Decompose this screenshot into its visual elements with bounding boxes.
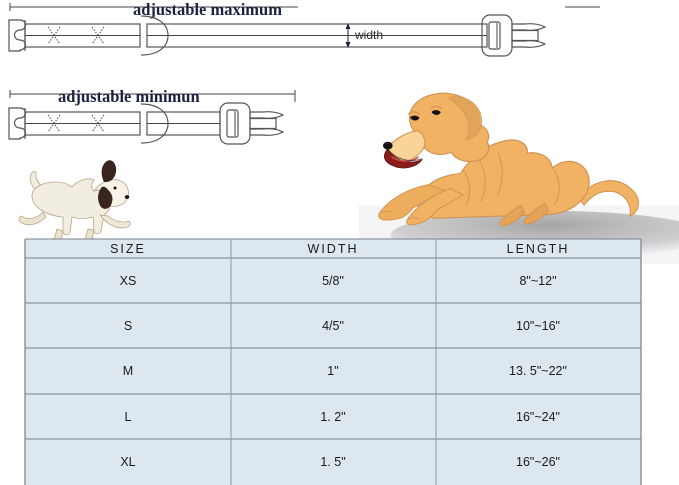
svg-text:1": 1" [327,364,338,378]
svg-text:16"~24": 16"~24" [516,410,560,424]
svg-text:width: width [354,28,383,42]
svg-text:M: M [123,364,133,378]
svg-text:adjustable minimun: adjustable minimun [58,87,200,106]
svg-text:WIDTH: WIDTH [308,242,359,256]
svg-text:SIZE: SIZE [110,242,146,256]
svg-text:1. 2": 1. 2" [320,410,345,424]
svg-text:5/8": 5/8" [322,274,344,288]
svg-text:S: S [124,319,132,333]
svg-text:LENGTH: LENGTH [507,242,570,256]
svg-text:16"~26": 16"~26" [516,455,560,469]
svg-text:10"~16": 10"~16" [516,319,560,333]
svg-text:4/5": 4/5" [322,319,344,333]
svg-text:XL: XL [120,455,135,469]
svg-text:XS: XS [120,274,137,288]
svg-text:adjustable maximum: adjustable maximum [133,0,282,19]
svg-text:1. 5": 1. 5" [320,455,345,469]
svg-text:8"~12": 8"~12" [519,274,556,288]
svg-text:13. 5"~22": 13. 5"~22" [509,364,567,378]
svg-text:L: L [125,410,132,424]
